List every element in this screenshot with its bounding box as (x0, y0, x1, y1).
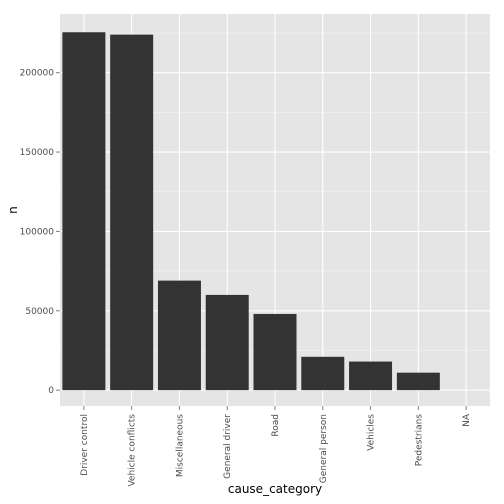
x-tick-label: Vehicle conflicts (128, 414, 138, 487)
x-tick-label: Miscellaneous (175, 414, 185, 477)
x-axis-title: cause_category (228, 482, 322, 496)
bar-pedestrians (396, 372, 440, 391)
x-tick-label: General person (319, 414, 329, 483)
x-tick-label: NA (462, 413, 472, 427)
y-tick-label: 100000 (20, 227, 55, 237)
y-tick-label: 50000 (25, 307, 54, 317)
x-tick-label: Pedestrians (414, 414, 424, 467)
x-tick-label: General driver (223, 414, 233, 479)
y-tick-label: 200000 (20, 69, 55, 79)
y-tick-label: 150000 (20, 148, 55, 158)
bar-vehicles (349, 361, 393, 391)
x-axis: Driver control Vehicle conflicts Miscellan… (80, 406, 472, 487)
bars (62, 32, 440, 391)
y-tick-label: 0 (48, 386, 54, 396)
bar-general-driver (205, 294, 249, 391)
bar-vehicle-conflicts (110, 34, 154, 391)
bar-driver-control (62, 32, 106, 391)
y-axis: 0 50000 100000 150000 200000 (20, 69, 60, 396)
y-axis-title: n (6, 206, 20, 214)
x-tick-label: Vehicles (367, 414, 377, 451)
bar-road (253, 313, 297, 391)
x-tick-label: Driver control (80, 414, 90, 476)
bar-general-person (301, 356, 345, 391)
x-tick-label: Road (271, 414, 281, 437)
bar-miscellaneous (157, 280, 201, 391)
